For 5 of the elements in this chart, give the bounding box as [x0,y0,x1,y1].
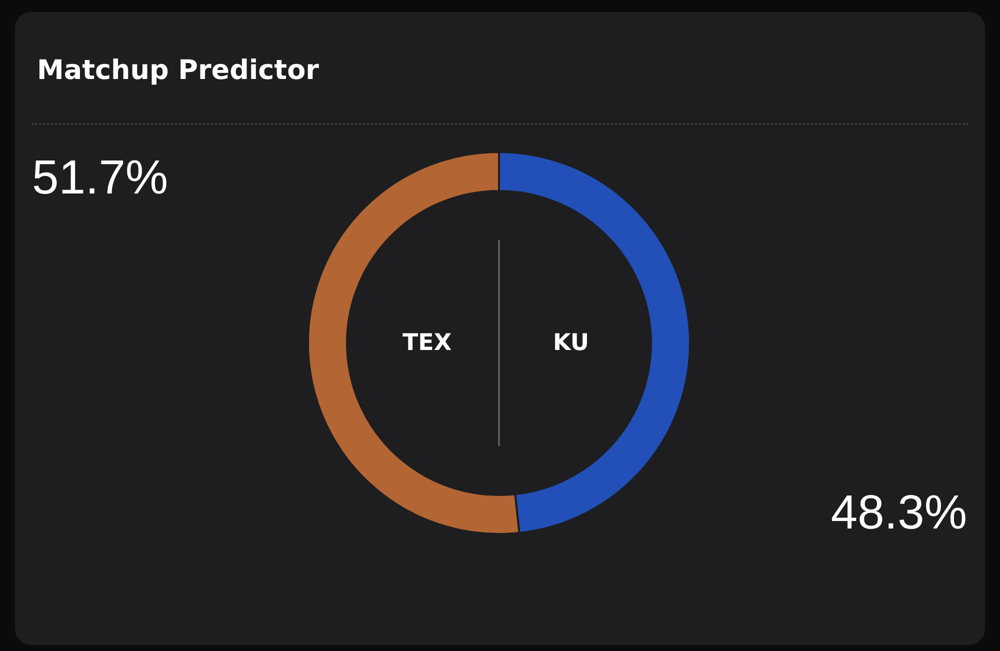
slice-label: TEX [402,330,452,356]
data-label: 51.7% [32,152,168,204]
chart-title: Matchup Predictor [37,55,320,86]
data-label: 48.3% [830,486,967,540]
slice-label: KU [552,330,590,356]
